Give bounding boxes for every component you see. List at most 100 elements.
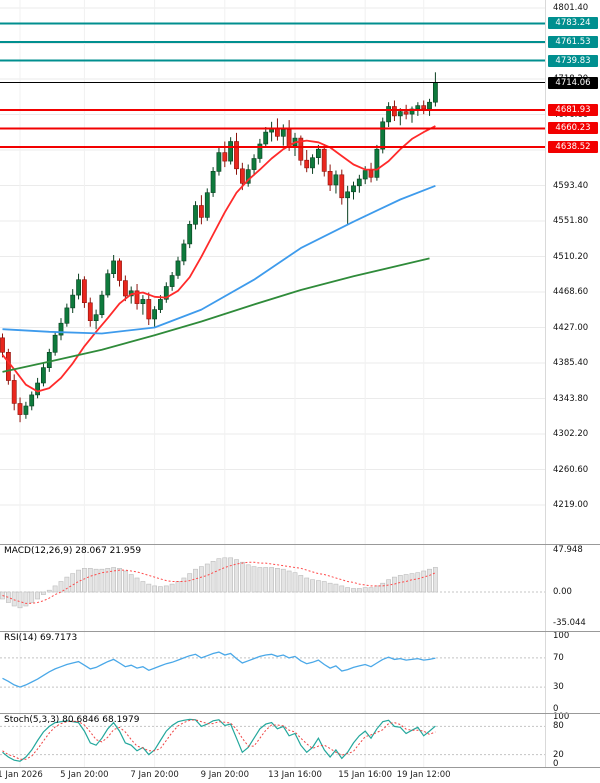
macd-histogram-bar bbox=[158, 586, 163, 593]
rsi-tick-label: 70 bbox=[553, 652, 564, 663]
candle-up bbox=[210, 167, 216, 197]
rsi-label: RSI(14) 69.7173 bbox=[4, 633, 78, 643]
price-level-badge: 4783.24 bbox=[548, 17, 598, 30]
candle-down bbox=[403, 104, 409, 120]
candle-up bbox=[356, 174, 362, 193]
macd-histogram-bar bbox=[70, 573, 76, 593]
price-tick-label: 4385.40 bbox=[553, 358, 589, 368]
price-tick-label: 4510.20 bbox=[553, 251, 589, 262]
stoch-d-line bbox=[2, 719, 436, 760]
candle-up bbox=[310, 154, 315, 174]
price-tick-label: 4468.60 bbox=[553, 287, 589, 297]
price-level-badge: 4638.52 bbox=[548, 141, 598, 153]
candle-up bbox=[432, 72, 438, 107]
macd-panel: 47.948 0.00 -35.044 MACD(12,26,9) 28.067 2… bbox=[0, 545, 600, 631]
ma-slow-line bbox=[2, 257, 430, 373]
candle-up bbox=[187, 220, 193, 249]
macd-histogram-bar bbox=[193, 568, 198, 593]
candle-up bbox=[105, 269, 111, 298]
candle-up bbox=[374, 144, 380, 181]
price-panel: 4801.404759.804718.204676.604635.004593.… bbox=[0, 0, 600, 545]
time-axis[interactable]: 1 Jan 2026 5 Jan 20:00 7 Jan 20:00 9 Jan 20… bbox=[0, 768, 600, 783]
candle-up bbox=[76, 273, 81, 300]
price-axis[interactable]: 4801.404759.804718.204676.604635.004593.… bbox=[545, 0, 600, 545]
candle-up bbox=[386, 102, 391, 127]
macd-histogram-bar bbox=[298, 575, 304, 593]
rsi-chart[interactable] bbox=[0, 632, 545, 713]
candle-down bbox=[421, 100, 427, 115]
candle-down bbox=[339, 169, 345, 205]
macd-tick-label: 0.00 bbox=[553, 587, 572, 597]
macd-histogram-bar bbox=[351, 588, 356, 593]
panel-separator bbox=[0, 544, 600, 545]
macd-histogram-bar bbox=[409, 573, 415, 593]
macd-tick-label: -35.044 bbox=[553, 617, 586, 628]
candle-down bbox=[117, 258, 122, 287]
candlestick-chart[interactable] bbox=[0, 0, 545, 545]
candle-up bbox=[40, 363, 46, 387]
candle-down bbox=[11, 374, 17, 411]
macd-histogram-bar bbox=[152, 585, 157, 593]
macd-histogram-bar bbox=[391, 576, 397, 593]
candle-up bbox=[245, 164, 251, 187]
candle-up bbox=[64, 303, 70, 327]
macd-histogram-bar bbox=[397, 575, 403, 593]
stochastic-label: Stoch(5,3,3) 80.6846 68.1979 bbox=[4, 715, 140, 725]
stoch-tick-label: 20 bbox=[553, 749, 564, 760]
macd-histogram-bar bbox=[386, 579, 391, 593]
stoch-k-line bbox=[2, 718, 436, 762]
candle-up bbox=[193, 201, 198, 230]
macd-histogram-bar bbox=[432, 567, 438, 593]
macd-histogram-bar bbox=[23, 591, 29, 607]
candle-up bbox=[257, 138, 263, 163]
stochastic-axis[interactable]: 100 80 20 0 bbox=[545, 712, 600, 769]
macd-histogram-bar bbox=[117, 567, 122, 593]
macd-histogram-bar bbox=[415, 572, 421, 593]
macd-histogram-bar bbox=[105, 567, 111, 593]
candle-up bbox=[263, 127, 269, 148]
candle-down bbox=[304, 150, 310, 173]
rsi-axis[interactable]: 100 70 30 0 bbox=[545, 631, 600, 714]
macd-histogram-bar bbox=[163, 585, 169, 593]
macd-histogram-bar bbox=[327, 582, 333, 593]
macd-histogram-bar bbox=[6, 591, 11, 603]
macd-histogram-bar bbox=[315, 580, 321, 593]
macd-histogram-bar bbox=[99, 568, 105, 593]
candle-up bbox=[163, 282, 169, 303]
candle-up bbox=[175, 256, 181, 279]
macd-histogram-bar bbox=[40, 591, 46, 595]
macd-histogram-bar bbox=[169, 583, 175, 593]
macd-histogram-bar bbox=[374, 585, 380, 593]
candle-down bbox=[6, 348, 11, 385]
candle-up bbox=[333, 170, 339, 194]
candle-up bbox=[52, 331, 58, 356]
candle-down bbox=[298, 135, 304, 166]
macd-histogram-bar bbox=[210, 560, 216, 593]
panel-separator bbox=[0, 631, 600, 632]
price-tick-label: 4593.40 bbox=[553, 180, 589, 191]
macd-histogram-bar bbox=[362, 587, 368, 593]
time-tick-label: 7 Jan 20:00 bbox=[130, 770, 179, 780]
candle-down bbox=[321, 144, 327, 177]
macd-histogram-bar bbox=[46, 589, 52, 593]
time-tick-label: 13 Jan 16:00 bbox=[268, 770, 322, 780]
time-tick-label: 15 Jan 16:00 bbox=[338, 770, 393, 780]
macd-histogram-bar bbox=[310, 579, 315, 593]
macd-chart[interactable] bbox=[0, 545, 545, 631]
macd-histogram-bar bbox=[234, 559, 239, 593]
candle-up bbox=[35, 377, 40, 399]
stochastic-chart[interactable] bbox=[0, 714, 545, 767]
stoch-tick-label: 80 bbox=[553, 721, 564, 732]
macd-histogram-bar bbox=[134, 577, 140, 593]
candle-up bbox=[292, 132, 298, 156]
macd-histogram-bar bbox=[216, 558, 222, 593]
candle-down bbox=[82, 276, 87, 308]
rsi-tick-label: 100 bbox=[553, 631, 570, 641]
panel-separator bbox=[0, 713, 600, 714]
stoch-tick-label: 100 bbox=[553, 712, 570, 722]
candle-down bbox=[234, 132, 239, 175]
macd-histogram-bar bbox=[368, 587, 374, 593]
candle-down bbox=[134, 284, 140, 310]
macd-axis[interactable]: 47.948 0.00 -35.044 bbox=[545, 545, 600, 631]
